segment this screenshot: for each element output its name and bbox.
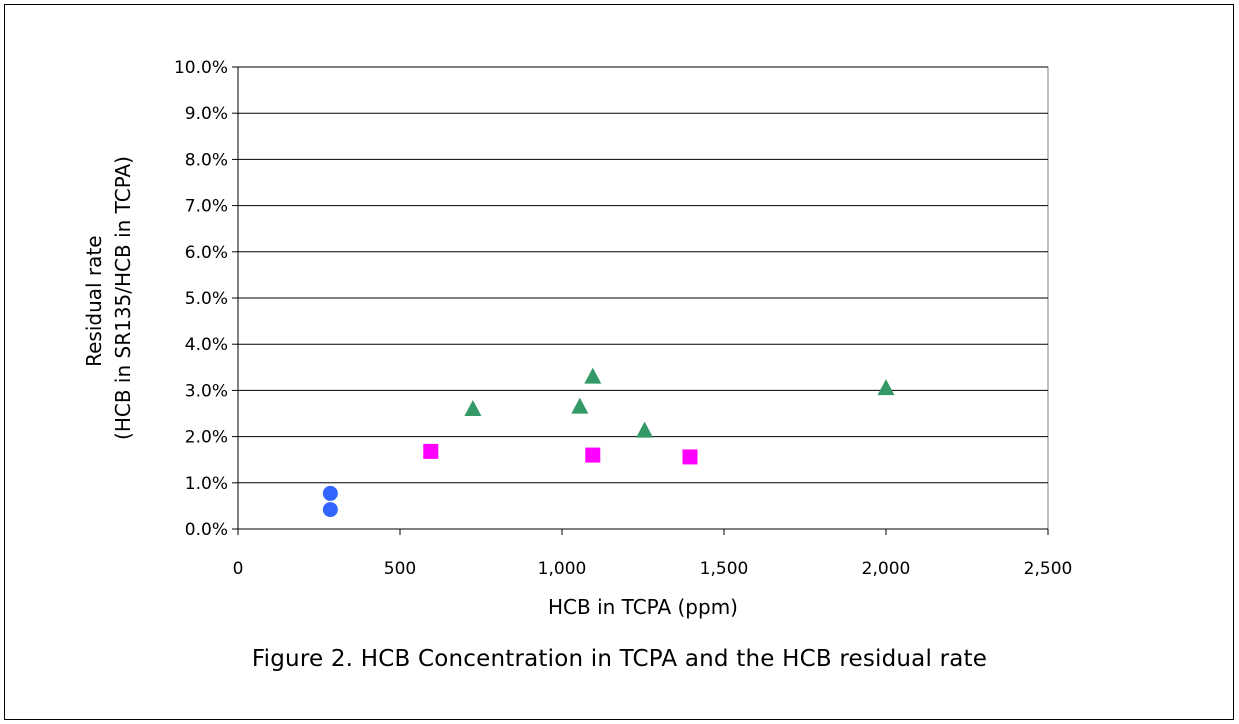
data-point-square [423,443,439,459]
data-points [322,367,895,518]
y-tick-label: 8.0% [185,150,228,170]
x-tick-label: 1,000 [538,559,587,579]
data-point-circle [322,502,338,518]
x-tick-label: 1,500 [700,559,749,579]
x-axis-title: HCB in TCPA (ppm) [548,595,738,619]
data-point-square [585,447,601,463]
data-point-circle [322,485,338,501]
x-tick-label: 2,500 [1024,559,1073,579]
y-axis-title: Residual rate (HCB in SR135/HCB in TCPA) [82,156,135,440]
data-point-triangle [636,421,654,438]
x-tick-label: 2,000 [862,559,911,579]
y-tick-label: 5.0% [185,289,228,309]
y-tick-label: 1.0% [185,474,228,494]
y-tick-label: 3.0% [185,381,228,401]
y-tick-label: 7.0% [185,197,228,217]
y-tick-label: 0.0% [185,520,228,540]
y-tick-label: 10.0% [174,58,228,78]
data-point-triangle [571,397,589,414]
y-tick-label: 4.0% [185,335,228,355]
axes [232,66,1049,535]
y-tick-labels: 0.0% 1.0% 2.0% 3.0% 4.0% 5.0% 6.0% 7.0% 8.0% 9.0%… [174,58,228,540]
y-axis-title-line-2: (HCB in SR135/HCB in TCPA) [111,156,135,440]
x-tick-label: 0 [233,559,244,579]
y-tick-label: 9.0% [185,104,228,124]
data-point-triangle [584,367,602,384]
x-tick-labels: 0 500 1,000 1,500 2,000 2,500 [233,559,1073,579]
y-tick-label: 6.0% [185,243,228,263]
scatter-chart: 0.0% 1.0% 2.0% 3.0% 4.0% 5.0% 6.0% 7.0% 8.0% 9.0%… [82,58,1073,619]
y-tick-label: 2.0% [185,428,228,448]
figure-caption: Figure 2. HCB Concentration in TCPA and … [251,646,988,672]
data-point-triangle [877,379,895,396]
x-tick-label: 500 [384,559,416,579]
data-point-triangle [464,399,482,416]
y-axis-title-line-1: Residual rate [82,235,106,366]
data-point-square [682,449,698,465]
